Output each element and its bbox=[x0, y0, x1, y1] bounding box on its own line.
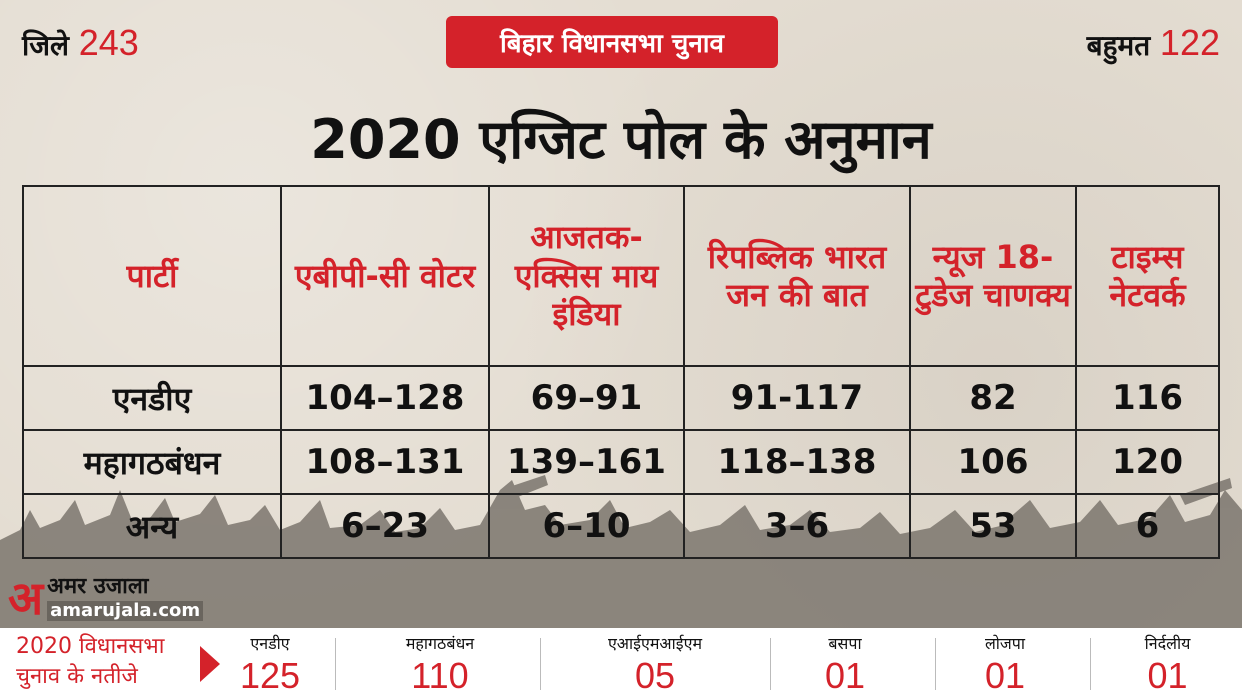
result-name: महागठबंधन bbox=[405, 634, 475, 653]
election-badge: बिहार विधानसभा चुनाव bbox=[446, 16, 778, 68]
divider bbox=[770, 638, 771, 690]
header-news18-chanakya: न्यूज 18-टुडेज चाणक्य bbox=[909, 185, 1077, 367]
table-cell: 69–91 bbox=[488, 365, 685, 431]
districts-value: 243 bbox=[78, 22, 139, 63]
table-row: एनडीए 104–128 69–91 91-117 82 116 bbox=[22, 365, 1220, 431]
result-value: 01 bbox=[824, 655, 866, 696]
table-row: अन्य 6–23 6–10 3–6 53 6 bbox=[22, 493, 1220, 559]
result-item-bsp: बसपा 01 bbox=[800, 632, 890, 696]
header-aajtak-axis: आजतक-एक्सिस माय इंडिया bbox=[488, 185, 685, 367]
result-value: 01 bbox=[984, 655, 1026, 696]
table-cell: 82 bbox=[909, 365, 1077, 431]
table-cell: 116 bbox=[1075, 365, 1220, 431]
districts-stat: जिले 243 bbox=[22, 22, 139, 64]
logo-text: अमर उजाला amarujala.com bbox=[47, 573, 204, 621]
results-bar: 2020 विधानसभा चुनाव के नतीजे एनडीए 125 म… bbox=[0, 628, 1242, 699]
majority-value: 122 bbox=[1159, 22, 1220, 63]
result-name: एनडीए bbox=[250, 634, 290, 653]
divider bbox=[935, 638, 936, 690]
result-name: एआईएमआईएम bbox=[607, 634, 703, 653]
table-cell: 118–138 bbox=[683, 429, 911, 495]
result-value: 01 bbox=[1147, 655, 1188, 696]
header-republic-jankibaat: रिपब्लिक भारत जन की बात bbox=[683, 185, 911, 367]
result-value: 05 bbox=[634, 655, 676, 696]
divider bbox=[335, 638, 336, 690]
table-cell: 6–10 bbox=[488, 493, 685, 559]
result-name: लोजपा bbox=[984, 634, 1026, 653]
header-party: पार्टी bbox=[22, 185, 282, 367]
header-abp-cvoter: एबीपी-सी वोटर bbox=[280, 185, 490, 367]
table-cell: 6 bbox=[1075, 493, 1220, 559]
table-cell: 91-117 bbox=[683, 365, 911, 431]
majority-stat: बहुमत 122 bbox=[1087, 22, 1220, 64]
amar-ujala-logo: अ अमर उजाला amarujala.com bbox=[8, 571, 204, 625]
table-cell: 120 bbox=[1075, 429, 1220, 495]
row-party-name: एनडीए bbox=[22, 365, 282, 431]
result-item-independent: निर्दलीय 01 bbox=[1110, 632, 1225, 696]
result-item-nda: एनडीए 125 bbox=[230, 632, 310, 696]
result-item-ljp: लोजपा 01 bbox=[960, 632, 1050, 696]
divider bbox=[540, 638, 541, 690]
arrow-right-icon bbox=[200, 646, 220, 682]
majority-label: बहुमत bbox=[1086, 29, 1151, 62]
exit-poll-table: पार्टी एबीपी-सी वोटर आजतक-एक्सिस माय इंड… bbox=[22, 185, 1220, 559]
table-row: महागठबंधन 108–131 139–161 118–138 106 12… bbox=[22, 429, 1220, 495]
logo-name: अमर उजाला bbox=[47, 573, 149, 599]
divider bbox=[1090, 638, 1091, 690]
result-value: 110 bbox=[411, 655, 469, 696]
districts-label: जिले bbox=[22, 29, 70, 62]
table-cell: 108–131 bbox=[280, 429, 490, 495]
result-value: 125 bbox=[239, 655, 301, 696]
logo-url: amarujala.com bbox=[47, 600, 204, 621]
result-name: बसपा bbox=[828, 634, 862, 653]
table-cell: 53 bbox=[909, 493, 1077, 559]
page-title: 2020 एग्जिट पोल के अनुमान bbox=[310, 108, 932, 171]
row-party-name: अन्य bbox=[22, 493, 282, 559]
header-times-network: टाइम्स नेटवर्क bbox=[1075, 185, 1220, 367]
table-cell: 6–23 bbox=[280, 493, 490, 559]
table-cell: 3–6 bbox=[683, 493, 911, 559]
row-party-name: महागठबंधन bbox=[22, 429, 282, 495]
table-cell: 139–161 bbox=[488, 429, 685, 495]
logo-mark-icon: अ bbox=[8, 571, 44, 625]
result-name: निर्दलीय bbox=[1144, 634, 1191, 653]
result-item-mahagathbandhan: महागठबंधन 110 bbox=[370, 632, 510, 696]
table-header-row: पार्टी एबीपी-सी वोटर आजतक-एक्सिस माय इंड… bbox=[22, 185, 1220, 367]
table-cell: 104–128 bbox=[280, 365, 490, 431]
result-item-aimim: एआईएमआईएम 05 bbox=[575, 632, 735, 696]
results-label: 2020 विधानसभा चुनाव के नतीजे bbox=[16, 634, 165, 689]
table-cell: 106 bbox=[909, 429, 1077, 495]
